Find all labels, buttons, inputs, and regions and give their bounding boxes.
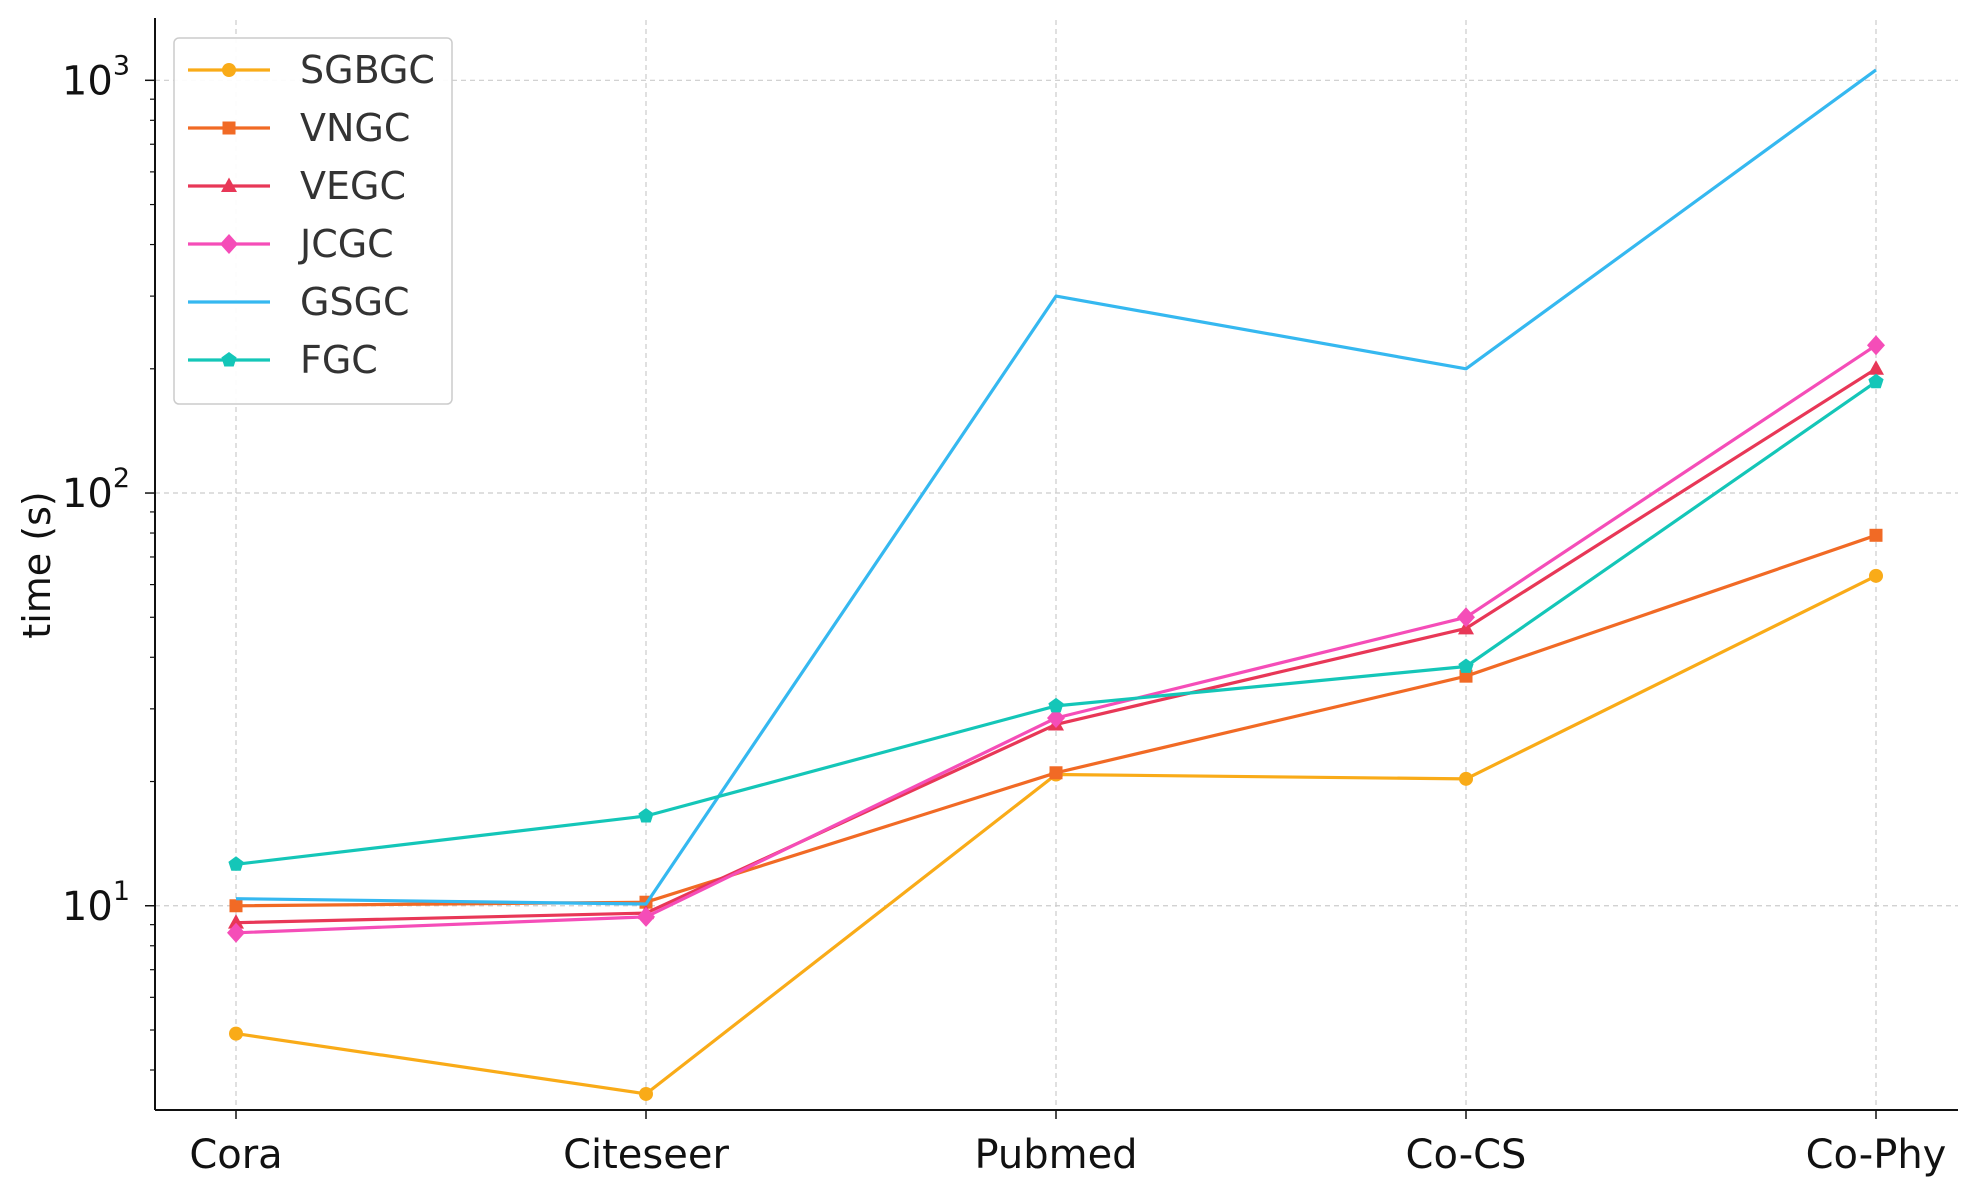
y-tick-label: 103 xyxy=(62,50,130,104)
data-point-vngc xyxy=(1869,528,1883,542)
series-line-gsgc xyxy=(235,68,1877,906)
data-point-fgc xyxy=(1868,373,1884,389)
data-point-fgc xyxy=(638,808,654,823)
data-point-jcgc xyxy=(1457,607,1475,628)
x-tick-label: Co-Phy xyxy=(1806,1132,1947,1178)
legend-label-fgc: FGC xyxy=(300,338,378,382)
y-tick-labels: 101 102 103 xyxy=(62,50,130,929)
grid-layer xyxy=(155,20,1958,1110)
legend-item-vngc: VNGC xyxy=(188,106,410,150)
legend-item-vegc: VEGC xyxy=(188,164,406,208)
x-tick-label: Citeseer xyxy=(563,1132,729,1178)
series-line-jcgc xyxy=(235,343,1877,935)
legend: SGBGC VNGC VEGC JCGC GSGC FGC xyxy=(173,37,453,405)
legend-marker-jcgc xyxy=(220,234,238,254)
data-point-sgbgc xyxy=(639,1086,653,1101)
data-point-vngc xyxy=(229,899,243,913)
data-point-sgbgc xyxy=(1459,771,1473,786)
series-gsgc xyxy=(235,68,1877,906)
x-tick-labels: Cora Citeseer Pubmed Co-CS Co-Phy xyxy=(189,1132,1946,1178)
data-point-sgbgc xyxy=(1869,568,1883,583)
y-tick-label: 101 xyxy=(62,876,130,930)
y-axis-title: time (s) xyxy=(15,491,59,638)
data-point-fgc xyxy=(1048,697,1064,713)
legend-item-gsgc: GSGC xyxy=(188,280,410,324)
y-tick-label: 102 xyxy=(62,463,130,517)
data-point-vngc xyxy=(1459,669,1473,683)
legend-label-jcgc: JCGC xyxy=(298,222,394,266)
series-jcgc xyxy=(227,335,1885,943)
data-point-fgc xyxy=(1458,658,1474,673)
legend-marker-sgbgc xyxy=(222,63,236,77)
legend-item-sgbgc: SGBGC xyxy=(188,48,435,92)
data-point-vngc xyxy=(1049,766,1063,780)
legend-item-jcgc: JCGC xyxy=(188,222,394,266)
series-fgc xyxy=(228,373,1884,871)
data-point-sgbgc xyxy=(229,1026,243,1041)
data-point-fgc xyxy=(228,856,244,871)
legend-label-vngc: VNGC xyxy=(300,106,410,150)
data-point-jcgc xyxy=(1047,708,1065,729)
legend-item-fgc: FGC xyxy=(188,338,378,382)
legend-marker-vngc xyxy=(222,121,236,135)
data-point-vegc xyxy=(1868,360,1884,375)
x-tick-label: Cora xyxy=(189,1132,282,1178)
x-tick-label: Co-CS xyxy=(1406,1132,1527,1178)
data-point-jcgc xyxy=(637,906,655,927)
legend-marker-fgc xyxy=(221,352,237,367)
x-tick-label: Pubmed xyxy=(974,1132,1137,1178)
series-layer xyxy=(227,68,1885,1101)
axes-layer xyxy=(145,18,1958,1119)
legend-marker-vegc xyxy=(221,177,237,192)
legend-label-gsgc: GSGC xyxy=(300,280,410,324)
legend-label-sgbgc: SGBGC xyxy=(300,48,435,92)
data-point-jcgc xyxy=(227,922,245,943)
data-point-vegc xyxy=(228,914,244,929)
data-point-jcgc xyxy=(1867,335,1885,356)
legend-label-vegc: VEGC xyxy=(300,164,406,208)
